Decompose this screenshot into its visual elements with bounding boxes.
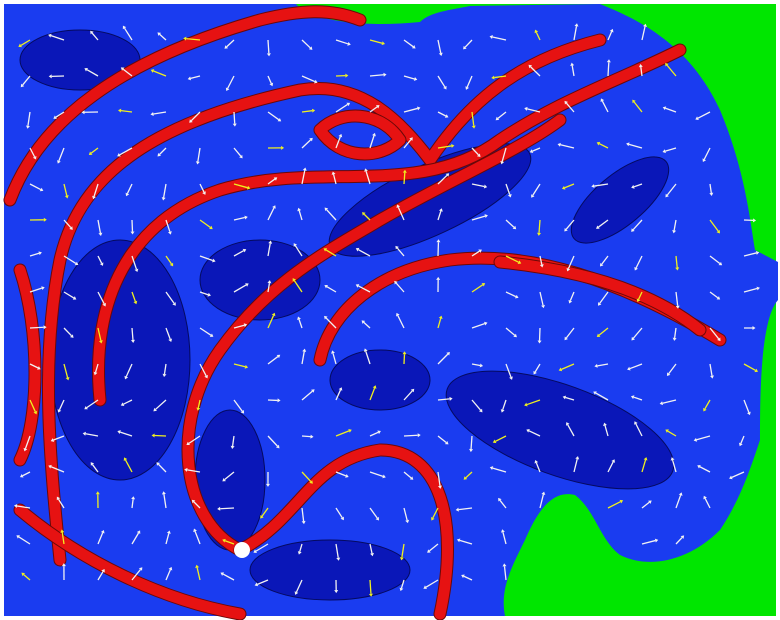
deep-patch xyxy=(250,540,410,600)
tracer-particle xyxy=(234,542,250,558)
arrow-shaft xyxy=(302,436,311,437)
page-body: (() => { const svg = document.getElement… xyxy=(0,0,780,620)
arrow-shaft xyxy=(155,435,166,436)
arrow-shaft xyxy=(608,62,609,76)
arrow-shaft xyxy=(268,40,269,53)
page: {} html, body { margin: 0; padding: 0; w… xyxy=(0,0,780,620)
arrow-shaft xyxy=(220,508,234,509)
flow-field-image xyxy=(0,0,780,620)
arrow-shaft xyxy=(30,327,44,328)
arrow-shaft xyxy=(404,435,418,436)
arrow-shaft xyxy=(234,112,235,124)
arrow-shaft xyxy=(404,173,405,184)
deep-patch xyxy=(330,350,430,410)
